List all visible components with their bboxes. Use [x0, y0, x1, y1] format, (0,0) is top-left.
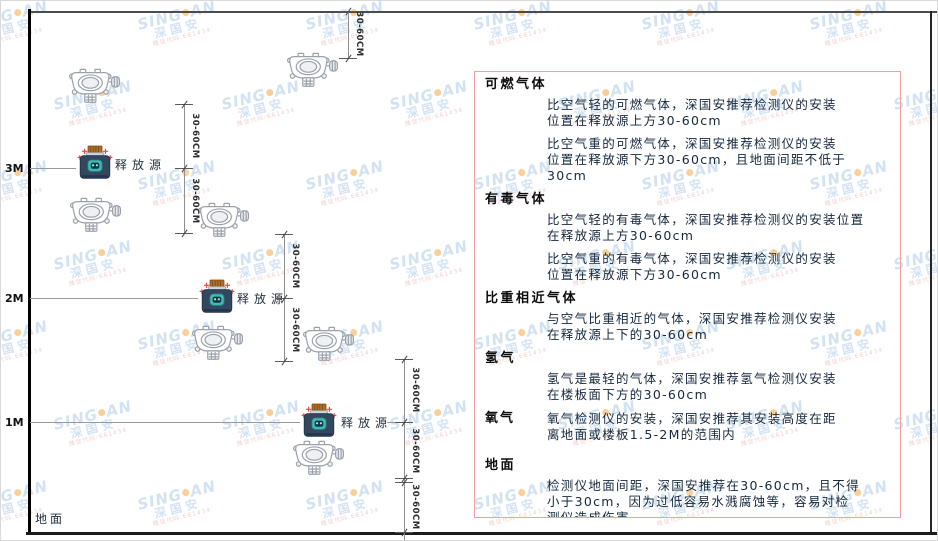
ceiling-line [28, 11, 937, 13]
panel-section: 比重相近气体与空气比重相近的气体，深国安推荐检测仪安装 在释放源上下的30-60c… [485, 291, 888, 343]
gas-detector-icon [67, 68, 121, 105]
dimension-label: 30-60CM [410, 367, 420, 413]
section-paragraph: 比空气重的可燃气体，深国安推荐检测仪的安装 位置在释放源下方30-60cm，且地面… [547, 136, 888, 184]
section-paragraph: 比空气重的有毒气体，深国安推荐检测仪的安装 位置在释放源下方30-60cm [547, 251, 888, 283]
paragraph-line: 测仪造成伤害 [547, 510, 630, 518]
dimension-label: 30-60CM [190, 178, 200, 224]
release-source-label: 释放源 [341, 416, 393, 430]
gas-detector-icon [196, 202, 250, 239]
dimension-line [404, 359, 405, 540]
paragraph-line: 小于30cm，因为过低容易水溅腐蚀等，容易对检 [547, 494, 850, 509]
paragraph-line: 检测仪地面间距，深国安推荐在30-60cm，且不得 [547, 478, 860, 493]
gas-detector-icon [285, 52, 339, 89]
dimension-label: 30-60CM [410, 428, 420, 474]
ground-line [26, 532, 937, 535]
axis-height-label: 1M [5, 416, 24, 429]
paragraph-line: 氧气检测仪的安装，深国安推荐其安装高度在距 [547, 411, 837, 426]
release-source-icon [197, 279, 237, 316]
paragraph-line: 在释放源上下的30-60cm [547, 327, 709, 342]
section-heading: 有毒气体 [485, 192, 548, 207]
release-source-label: 释放源 [237, 292, 289, 306]
section-heading: 可燃气体 [485, 77, 548, 92]
right-wall-line [930, 11, 932, 532]
level-reference-line [30, 298, 198, 299]
section-paragraph: 检测仪地面间距，深国安推荐在30-60cm，且不得 小于30cm，因为过低容易水溅… [547, 478, 888, 518]
gas-detector-icon [291, 440, 345, 477]
left-wall-line [28, 9, 31, 533]
paragraph-line: 在楼板面下方的30-60cm [547, 387, 709, 402]
panel-section: 可燃气体比空气轻的可燃气体，深国安推荐检测仪的安装 位置在释放源上方30-60cm… [485, 77, 888, 184]
level-reference-line [387, 422, 402, 423]
release-source-icon [75, 145, 115, 182]
section-heading: 氢气 [485, 351, 517, 366]
info-panel: 可燃气体比空气轻的可燃气体，深国安推荐检测仪的安装 位置在释放源上方30-60cm… [474, 71, 901, 518]
gas-detector-icon [301, 326, 355, 363]
dimension-label: 30-60CM [190, 113, 200, 159]
paragraph-line: 位置在释放源上方30-60cm [547, 113, 722, 128]
dimension-label: 30-60CM [354, 11, 364, 57]
level-reference-line [30, 168, 76, 169]
axis-height-label: 2M [5, 292, 24, 305]
gas-detector-icon [68, 197, 122, 234]
ground-label: 地面 [35, 512, 66, 526]
paragraph-line: 位置在释放源下方30-60cm [547, 267, 722, 282]
paragraph-line: 比空气轻的可燃气体，深国安推荐检测仪的安装 [547, 97, 837, 112]
gas-detector-icon [190, 325, 244, 362]
paragraph-line: 30cm [547, 168, 588, 183]
dimension-line [348, 11, 349, 58]
dimension-label: 30-60CM [410, 484, 420, 530]
section-paragraph: 氧气检测仪的安装，深国安推荐其安装高度在距 离地面或楼板1.5-2M的范围内 [547, 411, 837, 443]
dimension-label: 30-60CM [290, 243, 300, 289]
section-heading: 地面 [485, 458, 517, 473]
paragraph-line: 比空气重的可燃气体，深国安推荐检测仪的安装 [547, 136, 837, 151]
paragraph-line: 比空气重的有毒气体，深国安推荐检测仪的安装 [547, 251, 837, 266]
panel-section: 有毒气体比空气轻的有毒气体，深国安推荐检测仪的安装位置 在释放源上方30-60cm… [485, 192, 888, 283]
paragraph-line: 与空气比重相近的气体，深国安推荐检测仪安装 [547, 311, 837, 326]
paragraph-line: 在释放源上方30-60cm [547, 228, 695, 243]
paragraph-line: 离地面或楼板1.5-2M的范围内 [547, 427, 736, 442]
section-paragraph: 比空气轻的可燃气体，深国安推荐检测仪的安装 位置在释放源上方30-60cm [547, 97, 888, 129]
release-source-icon [299, 403, 339, 440]
section-paragraph: 与空气比重相近的气体，深国安推荐检测仪安装 在释放源上下的30-60cm [547, 311, 888, 343]
level-reference-line [30, 422, 300, 423]
section-paragraph: 比空气轻的有毒气体，深国安推荐检测仪的安装位置 在释放源上方30-60cm [547, 212, 888, 244]
section-body: 氧气检测仪的安装，深国安推荐其安装高度在距 离地面或楼板1.5-2M的范围内 [547, 411, 837, 450]
release-source-label: 释放源 [115, 158, 167, 172]
panel-section: 氢气氢气是最轻的气体，深国安推荐氢气检测仪安装 在楼板面下方的30-60cm [485, 351, 888, 403]
paragraph-line: 氢气是最轻的气体，深国安推荐氢气检测仪安装 [547, 371, 837, 386]
paragraph-line: 比空气轻的有毒气体，深国安推荐检测仪的安装位置 [547, 212, 865, 227]
section-heading: 氧气 [485, 411, 516, 426]
axis-height-label: 3M [5, 162, 24, 175]
section-heading: 比重相近气体 [485, 291, 579, 306]
paragraph-line: 位置在释放源下方30-60cm，且地面间距不低于 [547, 152, 847, 167]
dimension-label: 30-60CM [290, 307, 300, 353]
section-paragraph: 氢气是最轻的气体，深国安推荐氢气检测仪安装 在楼板面下方的30-60cm [547, 371, 888, 403]
panel-section: 氧气 氧气检测仪的安装，深国安推荐其安装高度在距 离地面或楼板1.5-2M的范围内 [485, 411, 888, 450]
panel-section: 地面检测仪地面间距，深国安推荐在30-60cm，且不得 小于30cm，因为过低容易… [485, 458, 888, 518]
